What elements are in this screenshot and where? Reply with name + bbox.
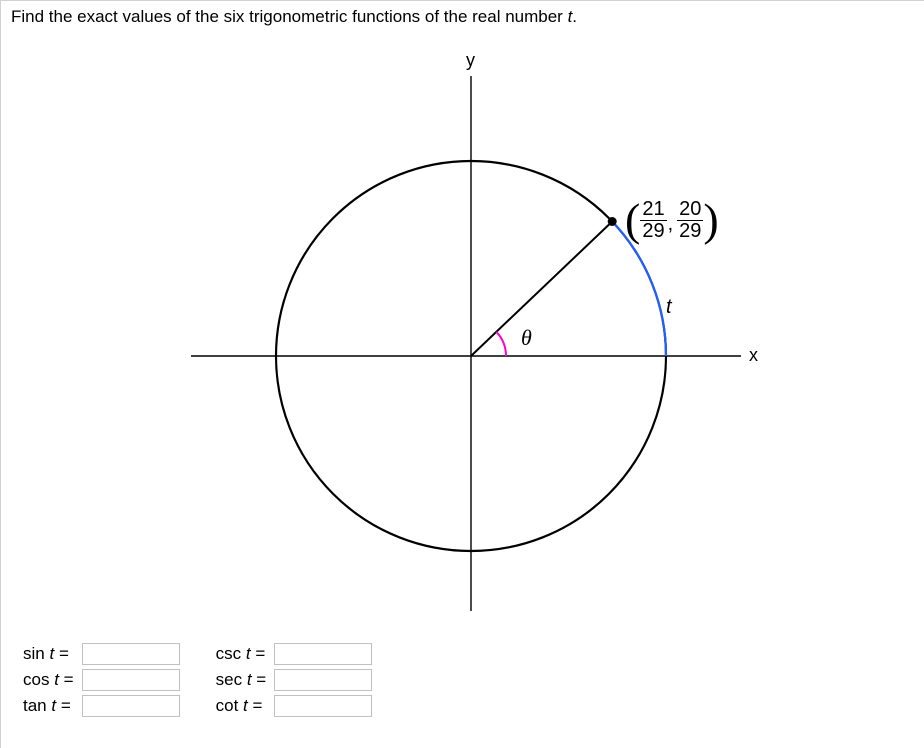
question-prefix: Find the exact values of the six trigono… [11,7,568,26]
point-x-num: 21 [640,199,666,221]
point-y-fraction: 20 29 [677,199,703,242]
csc-input[interactable] [274,643,372,665]
answer-inputs: sin t = csc t = cos t = sec t = tan t = … [19,641,376,719]
terminal-point-dot [608,217,617,226]
cot-label: cot t = [212,693,271,719]
terminal-side [471,222,612,357]
diagram-svg [171,56,771,616]
cos-input[interactable] [82,669,180,691]
csc-label: csc t = [212,641,271,667]
t-label: t [666,296,672,319]
y-axis-label: y [466,50,475,71]
x-axis-label: x [749,345,758,366]
cot-input[interactable] [274,695,372,717]
point-comma: , [668,213,674,242]
point-x-fraction: 21 29 [640,199,666,242]
point-y-num: 20 [677,199,703,221]
tan-input[interactable] [82,695,180,717]
arc-theta [496,332,506,356]
paren-close-icon: ) [703,202,718,239]
paren-open-icon: ( [625,202,640,239]
unit-circle-diagram: y x θ t ( 21 29 , 20 29 ) [171,56,771,616]
theta-label: θ [521,325,532,351]
question-text: Find the exact values of the six trigono… [1,1,924,33]
point-x-den: 29 [640,221,666,242]
tan-label: tan t = [19,693,78,719]
point-y-den: 29 [677,221,703,242]
sin-input[interactable] [82,643,180,665]
question-suffix: . [572,7,577,26]
sec-input[interactable] [274,669,372,691]
sin-label: sin t = [19,641,78,667]
sec-label: sec t = [212,667,271,693]
cos-label: cos t = [19,667,78,693]
terminal-point-label: ( 21 29 , 20 29 ) [625,199,719,242]
